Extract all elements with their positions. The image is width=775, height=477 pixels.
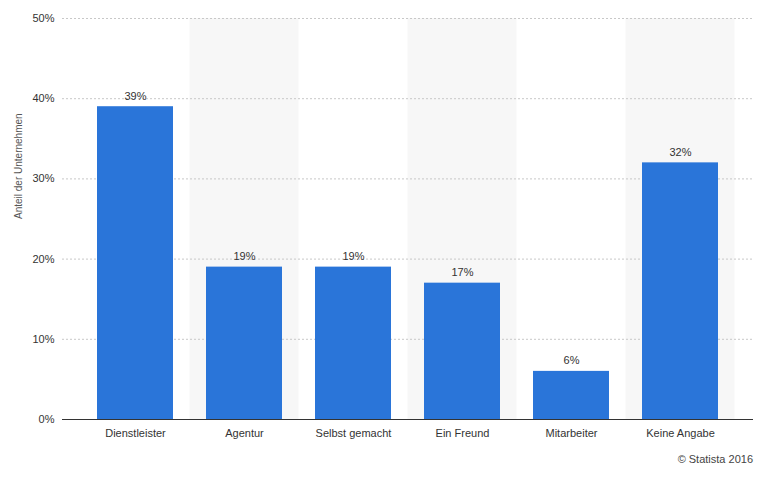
svg-text:30%: 30% bbox=[32, 172, 54, 184]
html-text:© Statista 2016: © Statista 2016 bbox=[677, 453, 753, 465]
svg-text:0%: 0% bbox=[39, 413, 55, 425]
svg-text:Ein Freund: Ein Freund bbox=[436, 427, 490, 439]
svg-text:39%: 39% bbox=[124, 90, 146, 102]
svg-text:10%: 10% bbox=[32, 333, 54, 345]
svg-text:Anteil der Unternehmen: Anteil der Unternehmen bbox=[13, 113, 24, 219]
svg-text:40%: 40% bbox=[32, 92, 54, 104]
svg-text:6%: 6% bbox=[564, 354, 580, 366]
svg-text:17%: 17% bbox=[451, 266, 473, 278]
svg-text:Mitarbeiter: Mitarbeiter bbox=[546, 427, 598, 439]
svg-text:Selbst gemacht: Selbst gemacht bbox=[316, 427, 392, 439]
svg-text:19%: 19% bbox=[233, 250, 255, 262]
svg-text:20%: 20% bbox=[32, 253, 54, 265]
svg-text:Agentur: Agentur bbox=[225, 427, 264, 439]
svg-text:50%: 50% bbox=[32, 12, 54, 24]
svg-text:19%: 19% bbox=[342, 250, 364, 262]
svg-text:32%: 32% bbox=[669, 146, 691, 158]
svg-text:Dienstleister: Dienstleister bbox=[105, 427, 166, 439]
svg-text:Keine Angabe: Keine Angabe bbox=[646, 427, 715, 439]
